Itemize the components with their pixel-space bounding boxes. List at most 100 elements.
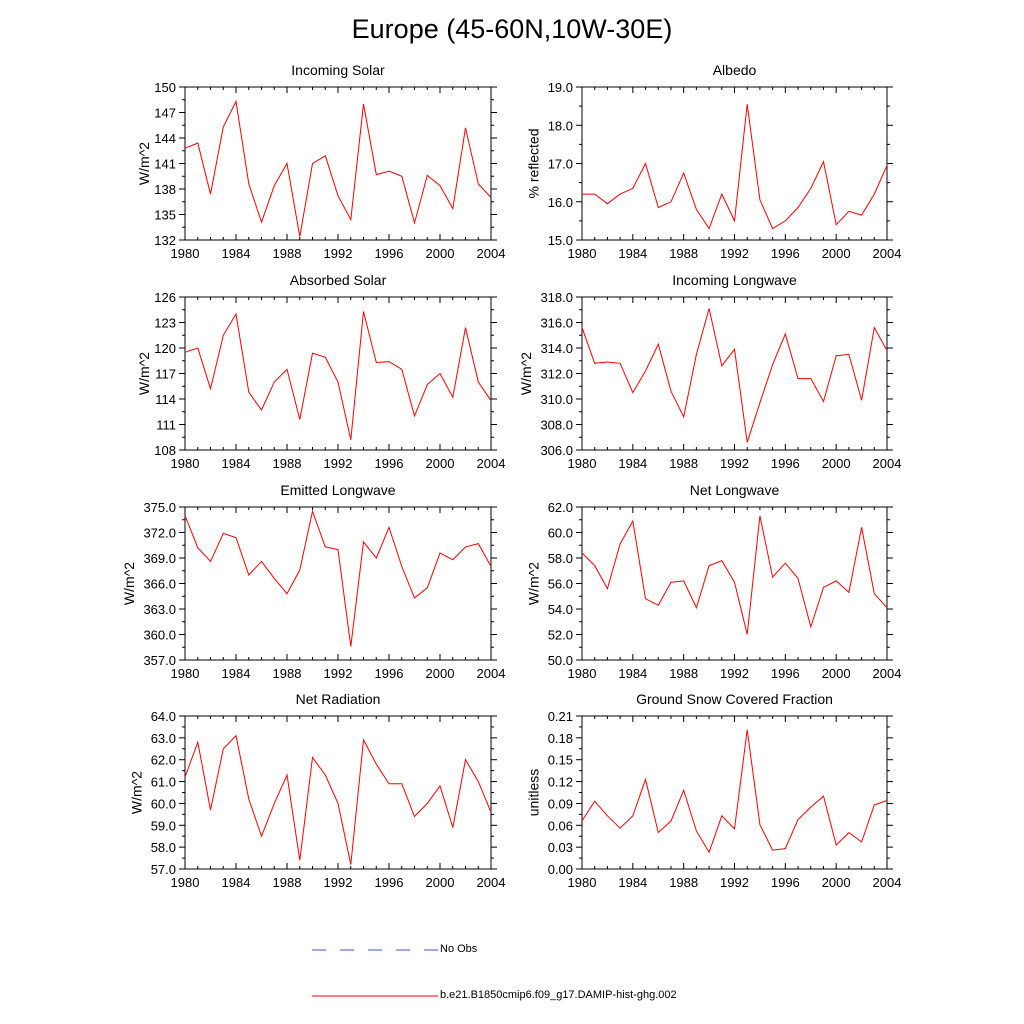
x-tick-label: 1980 [171,456,200,471]
y-tick-label: 360.0 [143,628,176,643]
x-tick-label: 2000 [822,666,851,681]
x-tick-label: 1988 [273,456,302,471]
y-tick-label: 17.0 [548,157,573,172]
x-tick-label: 1984 [222,456,251,471]
x-tick-label: 1992 [720,666,749,681]
x-tick-label: 1992 [324,666,353,681]
y-tick-label: 357.0 [143,653,176,668]
x-tick-label: 1988 [273,875,302,890]
x-tick-label: 1996 [771,875,800,890]
y-tick-label: 366.0 [143,577,176,592]
y-tick-label: 0.09 [548,796,573,811]
x-tick-label: 1992 [324,875,353,890]
series-line [184,509,492,647]
y-tick-label: 63.0 [151,731,176,746]
x-tick-label: 2004 [873,875,902,890]
x-tick-label: 2000 [822,875,851,890]
y-tick-label: 141 [154,157,176,172]
x-tick-label: 1992 [324,456,353,471]
y-tick-label: 62.0 [151,753,176,768]
x-tick-label: 1984 [222,246,251,261]
panel-title: Ground Snow Covered Fraction [636,691,833,707]
x-tick-label: 1992 [720,246,749,261]
y-tick-label: 57.0 [151,862,176,877]
y-axis-label: W/m^2 [121,562,137,605]
x-tick-label: 1996 [771,666,800,681]
panel-title: Absorbed Solar [290,272,387,288]
y-tick-label: 138 [154,182,176,197]
y-tick-label: 123 [154,316,176,331]
y-tick-label: 0.15 [548,753,573,768]
panel-5: 1980 1984 1988 1992 1996 2000 2004 357.0 360.0 36… [121,482,505,681]
y-tick-label: 108 [154,443,176,458]
legend-label-no-obs: No Obs [440,943,478,955]
x-tick-label: 1988 [669,875,698,890]
y-tick-label: 64.0 [151,709,176,724]
y-tick-label: 132 [154,233,176,248]
y-tick-label: 60.0 [548,526,573,541]
y-tick-label: 310.0 [540,392,573,407]
y-tick-label: 0.12 [548,775,573,790]
x-tick-label: 2004 [873,246,902,261]
x-tick-label: 1984 [222,875,251,890]
x-tick-label: 2000 [426,246,455,261]
panel-3: 1980 1984 1988 1992 1996 2000 2004 108 111 114 117… [136,272,506,471]
y-tick-label: 52.0 [548,628,573,643]
y-tick-label: 120 [154,341,176,356]
y-tick-label: 58.0 [151,840,176,855]
y-axis-label: % reflected [525,128,541,198]
y-tick-label: 61.0 [151,775,176,790]
x-tick-label: 2000 [426,456,455,471]
y-axis-label: W/m^2 [128,771,144,814]
y-tick-label: 314.0 [540,341,573,356]
y-axis-label: W/m^2 [136,142,152,185]
y-tick-label: 111 [156,418,176,433]
series-line [184,311,492,440]
y-tick-label: 126 [154,290,176,305]
y-tick-label: 16.0 [548,195,573,210]
x-tick-label: 2004 [477,246,506,261]
y-tick-label: 308.0 [540,418,573,433]
y-tick-label: 372.0 [143,526,176,541]
panel-title: Net Longwave [690,482,780,498]
y-axis-label: W/m^2 [518,352,534,395]
x-tick-label: 1980 [171,246,200,261]
x-tick-label: 2000 [426,875,455,890]
x-tick-label: 2004 [477,875,506,890]
y-tick-label: 316.0 [540,316,573,331]
x-tick-label: 1988 [273,246,302,261]
y-tick-label: 135 [154,208,176,223]
y-tick-label: 0.18 [548,731,573,746]
x-tick-label: 1992 [720,456,749,471]
panel-2: 1980 1984 1988 1992 1996 2000 2004 15.0 16.0 17.0… [525,62,901,261]
x-tick-label: 1996 [375,875,404,890]
series-line [582,104,888,230]
y-axis-label: W/m^2 [525,562,541,605]
y-tick-label: 306.0 [540,443,573,458]
x-tick-label: 1988 [669,456,698,471]
x-tick-label: 1996 [375,246,404,261]
panel-title: Net Radiation [296,691,381,707]
x-tick-label: 1996 [375,666,404,681]
x-tick-label: 1980 [568,875,597,890]
x-tick-label: 2000 [426,666,455,681]
panel-8: 1980 1984 1988 1992 1996 2000 2004 0.00 0.03 0.06… [525,691,901,890]
x-tick-label: 1984 [618,666,647,681]
x-tick-label: 1988 [273,666,302,681]
y-tick-label: 369.0 [143,551,176,566]
x-tick-label: 1996 [771,246,800,261]
y-tick-label: 62.0 [548,500,573,515]
y-tick-label: 0.21 [548,709,573,724]
y-tick-label: 58.0 [548,551,573,566]
x-tick-label: 1980 [568,666,597,681]
figure-title: Europe (45-60N,10W-30E) [351,14,673,44]
x-tick-label: 1984 [618,875,647,890]
x-tick-label: 1980 [568,456,597,471]
x-tick-label: 1996 [771,456,800,471]
y-tick-label: 60.0 [151,796,176,811]
y-tick-label: 50.0 [548,653,573,668]
y-axis-label: W/m^2 [136,352,152,395]
x-tick-label: 1980 [171,875,200,890]
